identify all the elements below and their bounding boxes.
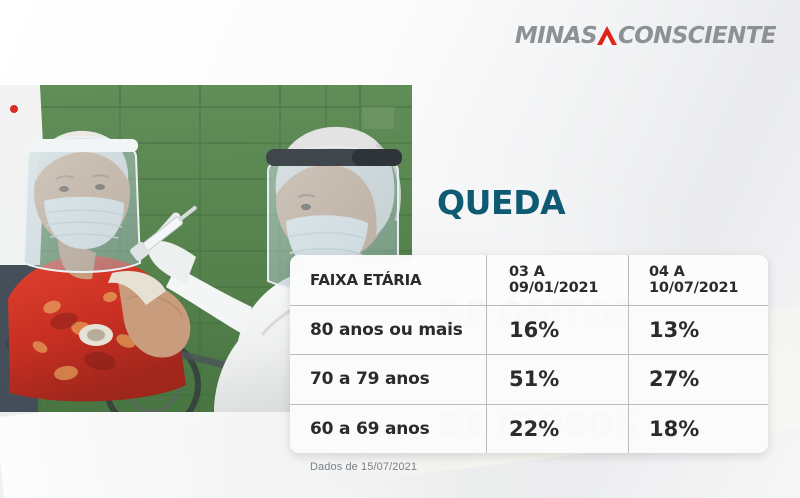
table-row: 60 a 69 anos 22% 18% <box>290 403 768 453</box>
title-line-1: QUEDA <box>437 183 566 223</box>
cell-faixa-etaria: 80 anos ou mais <box>310 319 463 340</box>
cell-faixa-etaria: 70 a 79 anos <box>310 369 430 390</box>
cell-periodo-2-value: 27% <box>628 355 768 404</box>
cell-periodo-2-value: 18% <box>628 404 768 453</box>
minas-consciente-logo: MINAS CONSCIENTE <box>514 22 777 50</box>
column-header-faixa-etaria: FAIXA ETÁRIA <box>310 270 422 289</box>
cell-periodo-2-value: 13% <box>628 305 768 354</box>
column-header-periodo-1: 03 A 09/01/2021 <box>486 255 628 305</box>
table-header-row: FAIXA ETÁRIA 03 A 09/01/2021 04 A 10/07/… <box>290 255 768 305</box>
cell-periodo-1-value: 22% <box>486 404 628 453</box>
data-source-footnote: Dados de 15/07/2021 <box>310 461 418 473</box>
logo-word-minas: MINAS <box>514 22 598 49</box>
red-triangle-icon <box>596 25 618 47</box>
cell-faixa-etaria: 60 a 69 anos <box>310 418 430 439</box>
column-header-periodo-2: 04 A 10/07/2021 <box>628 255 768 305</box>
table-row: 80 anos ou mais 16% 13% <box>290 304 768 354</box>
deaths-by-age-table: FAIXA ETÁRIA 03 A 09/01/2021 04 A 10/07/… <box>290 255 768 453</box>
table-row: 70 a 79 anos 51% 27% <box>290 354 768 404</box>
cell-periodo-1-value: 16% <box>486 305 628 354</box>
cell-periodo-1-value: 51% <box>486 355 628 404</box>
logo-word-consciente: CONSCIENTE <box>617 22 777 49</box>
